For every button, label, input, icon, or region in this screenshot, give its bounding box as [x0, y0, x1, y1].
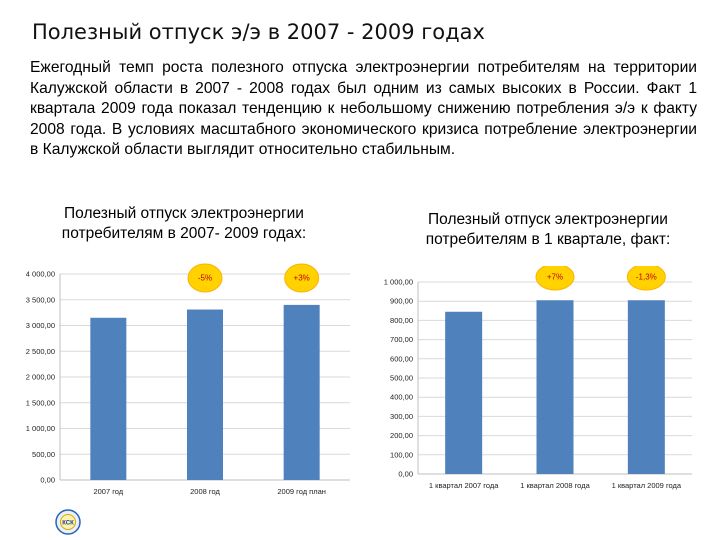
- y-tick-label: 500,00: [390, 374, 413, 383]
- change-badge: [284, 263, 320, 293]
- change-badge-label: -5%: [198, 274, 212, 283]
- bar: [536, 300, 574, 474]
- y-tick-label: 0,00: [398, 470, 413, 479]
- chart-title-quarterly: Полезный отпуск электроэнергии потребите…: [425, 211, 671, 248]
- y-tick-label: 2 500,00: [26, 347, 55, 356]
- page-title: Полезный отпуск э/э в 2007 - 2009 годах: [32, 20, 485, 44]
- y-tick-label: 1 500,00: [26, 398, 55, 407]
- y-tick-label: 3 000,00: [26, 321, 55, 330]
- x-category-label: 2008 год: [190, 487, 220, 496]
- intro-paragraph: Ежегодный темп роста полезного отпуска э…: [30, 59, 697, 159]
- x-category-label: 2007 год: [93, 487, 123, 496]
- bar: [445, 311, 483, 474]
- y-tick-label: 4 000,00: [26, 270, 55, 279]
- change-badge: [626, 266, 666, 291]
- annual-consumption-chart: 0,00 500,00 1 000,00 1 500,00 2 000,00 2 500,…: [26, 263, 350, 496]
- company-logo-icon: КСК: [55, 509, 81, 535]
- y-tick-label: 600,00: [390, 354, 413, 363]
- x-category-label: 1 квартал 2008 года: [520, 481, 590, 490]
- change-badge-label: +3%: [294, 274, 310, 283]
- y-tick-label: 100,00: [390, 450, 413, 459]
- bar: [283, 304, 320, 480]
- y-tick-label: 200,00: [390, 431, 413, 440]
- change-badge-label: +7%: [547, 273, 563, 282]
- logo-text: КСК: [62, 521, 74, 527]
- y-tick-label: 900,00: [390, 297, 413, 306]
- change-badge: [535, 266, 575, 291]
- y-tick-label: 1 000,00: [384, 278, 413, 287]
- y-tick-label: 300,00: [390, 412, 413, 421]
- x-category-label: 2009 год план: [277, 487, 326, 496]
- bar: [90, 317, 127, 480]
- bar: [627, 300, 665, 474]
- bar: [187, 309, 223, 480]
- x-category-label: 1 квартал 2009 года: [612, 481, 682, 490]
- x-category-label: 1 квартал 2007 года: [429, 481, 499, 490]
- y-tick-label: 1 000,00: [26, 424, 55, 433]
- y-tick-label: 700,00: [390, 335, 413, 344]
- y-tick-label: 3 500,00: [26, 295, 55, 304]
- quarterly-consumption-chart: 0,00 100,00 200,00 300,00 400,00 500,00 600,00…: [384, 266, 692, 490]
- chart-title-annual: Полезный отпуск электроэнергии потребите…: [61, 205, 307, 242]
- y-tick-label: 0,00: [40, 476, 55, 485]
- y-tick-label: 500,00: [32, 450, 55, 459]
- y-tick-label: 2 000,00: [26, 373, 55, 382]
- change-badge-label: -1,3%: [636, 273, 657, 282]
- change-badge: [187, 263, 223, 293]
- y-tick-label: 800,00: [390, 316, 413, 325]
- y-tick-label: 400,00: [390, 393, 413, 402]
